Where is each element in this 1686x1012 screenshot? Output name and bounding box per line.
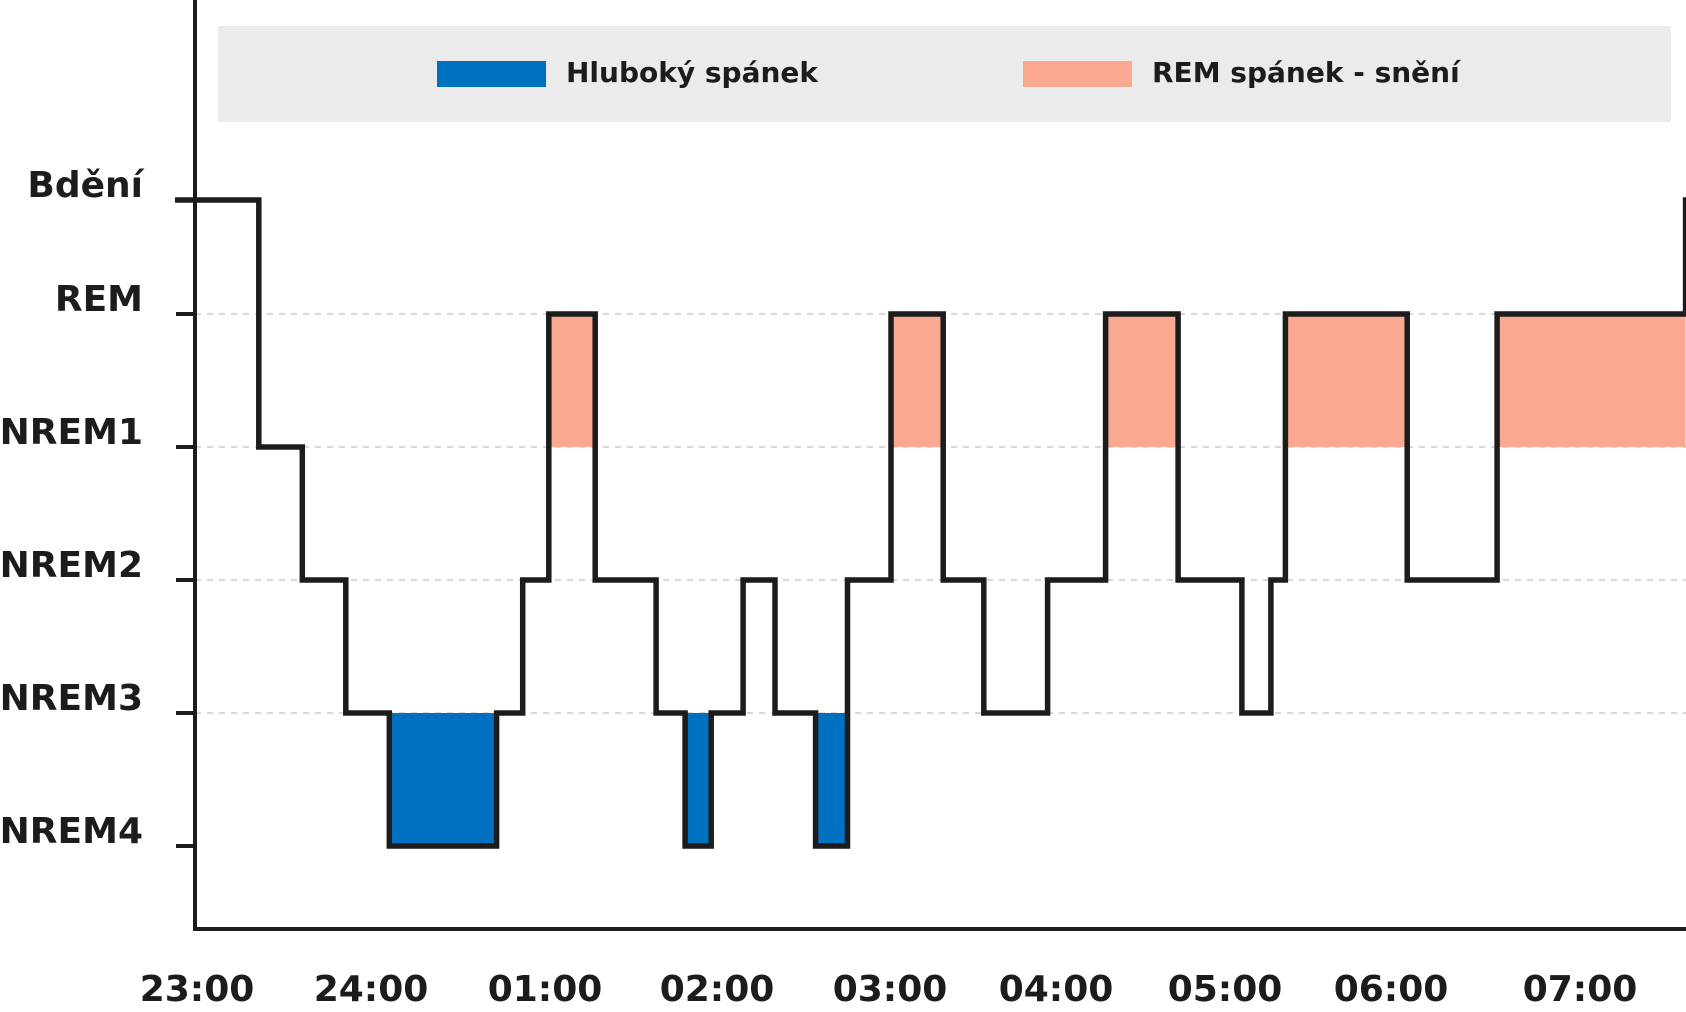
x-label-03-00: 03:00 bbox=[833, 969, 948, 1010]
axes bbox=[176, 0, 1686, 931]
deep-sleep-region-2 bbox=[685, 713, 712, 846]
x-label-05-00: 05:00 bbox=[1168, 969, 1283, 1010]
y-tick-labels: Bdění REM NREM1 NREM2 NREM3 NREM4 bbox=[0, 165, 145, 852]
legend-label-rem-sleep: REM spánek - snění bbox=[1152, 56, 1461, 89]
shaded-regions bbox=[389, 314, 1686, 846]
deep-sleep-region-3 bbox=[815, 713, 848, 846]
rem-sleep-region-5 bbox=[891, 314, 944, 447]
x-label-04-00: 04:00 bbox=[999, 969, 1114, 1010]
x-label-23-00: 23:00 bbox=[140, 969, 255, 1010]
y-label-bdeni: Bdění bbox=[27, 165, 144, 206]
legend-swatch-rem-sleep bbox=[1023, 61, 1132, 87]
x-label-24-00: 24:00 bbox=[314, 969, 429, 1010]
x-label-07-00: 07:00 bbox=[1523, 969, 1638, 1010]
deep-sleep-region-1 bbox=[389, 713, 497, 846]
y-label-nrem2: NREM2 bbox=[0, 545, 143, 586]
y-label-nrem3: NREM3 bbox=[0, 678, 143, 719]
x-label-01-00: 01:00 bbox=[488, 969, 603, 1010]
y-label-nrem4: NREM4 bbox=[0, 811, 143, 852]
x-tick-labels: 23:00 24:00 01:00 02:00 03:00 04:00 05:00 06:00… bbox=[140, 969, 1638, 1010]
y-label-nrem1: NREM1 bbox=[0, 412, 143, 453]
legend-label-deep-sleep: Hluboký spánek bbox=[566, 56, 819, 89]
y-label-rem: REM bbox=[55, 279, 143, 320]
legend: Hluboký spánek REM spánek - snění bbox=[218, 26, 1671, 122]
x-label-02-00: 02:00 bbox=[660, 969, 775, 1010]
hypnogram-line bbox=[175, 197, 1686, 849]
rem-sleep-region-8 bbox=[1497, 314, 1686, 447]
x-label-06-00: 06:00 bbox=[1334, 969, 1449, 1010]
rem-sleep-region-6 bbox=[1105, 314, 1179, 447]
hypnogram-series bbox=[175, 197, 1686, 849]
legend-swatch-deep-sleep bbox=[437, 61, 546, 87]
rem-sleep-region-7 bbox=[1285, 314, 1408, 447]
rem-sleep-region-4 bbox=[548, 314, 596, 447]
